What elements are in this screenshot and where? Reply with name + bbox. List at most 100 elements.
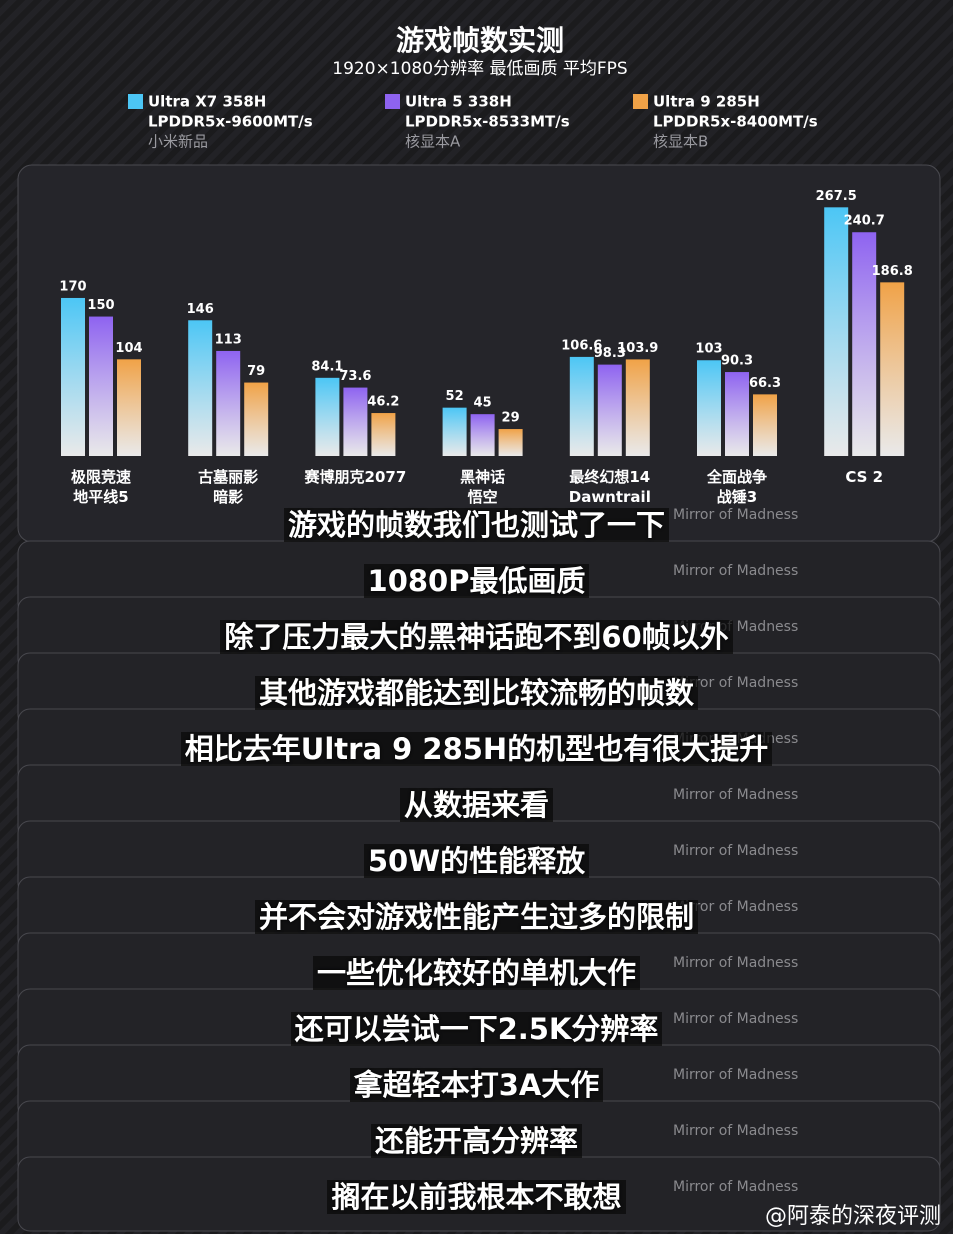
watermark: Mirror of Madness: [673, 843, 799, 859]
bar: [371, 413, 396, 456]
caption: 拿超轻本打3A大作: [0, 1062, 953, 1104]
caption: 除了压力最大的黑神话跑不到60帧以外: [0, 614, 953, 656]
caption: 相比去年Ultra 9 285H的机型也有很大提升: [0, 726, 953, 768]
value-label: 29: [502, 411, 520, 426]
watermark: Mirror of Madness: [673, 1179, 799, 1195]
caption: 还可以尝试一下2.5K分辨率: [0, 1006, 953, 1048]
caption: 搁在以前我根本不敢想: [0, 1174, 953, 1216]
bar: [442, 407, 467, 456]
caption-text: 其他游戏都能达到比较流畅的帧数: [254, 676, 698, 710]
legend-note: 核显本B: [653, 133, 708, 151]
bar: [824, 207, 849, 456]
x-tick-label: 全面战争 战锤3: [706, 468, 767, 506]
caption-text: 1080P最低画质: [363, 564, 590, 598]
caption: 还能开高分辨率: [0, 1118, 953, 1160]
legend-swatch: [385, 94, 400, 109]
bar: [61, 297, 85, 456]
value-label: 84.1: [311, 359, 343, 374]
legend-swatch: [633, 94, 648, 109]
caption-text: 一些优化较好的单机大作: [312, 956, 640, 990]
caption-text: 还可以尝试一下2.5K分辨率: [290, 1012, 663, 1046]
bar: [216, 350, 241, 456]
legend-swatch: [128, 94, 143, 109]
legend-name: Ultra 9 285H: [653, 93, 760, 111]
watermark: Mirror of Madness: [673, 955, 799, 971]
x-tick-label: 古墓丽影 暗影: [198, 468, 259, 506]
caption: 从数据来看: [0, 782, 953, 824]
caption: 1080P最低画质: [0, 558, 953, 600]
caption: 50W的性能释放: [0, 838, 953, 880]
caption-text: 拿超轻本打3A大作: [349, 1068, 604, 1102]
bar: [244, 382, 269, 456]
credit: @阿泰的深夜评测: [764, 1204, 941, 1229]
bar: [597, 364, 622, 456]
caption-text: 游戏的帧数我们也测试了一下: [283, 508, 669, 542]
legend-memory: LPDDR5x-8400MT/s: [653, 113, 818, 131]
value-label: 113: [215, 332, 242, 347]
caption-text: 还能开高分辨率: [370, 1124, 582, 1158]
bar: [880, 282, 905, 456]
bar: [725, 372, 749, 456]
bar: [315, 377, 340, 456]
bar: [697, 360, 721, 456]
legend-note: 小米新品: [148, 133, 208, 151]
watermark: Mirror of Madness: [673, 507, 799, 523]
x-tick-label: CS 2: [845, 468, 884, 486]
value-label: 45: [474, 396, 492, 411]
value-label: 240.7: [844, 214, 885, 229]
legend-note: 核显本A: [405, 133, 461, 151]
x-tick-label: 极限竞速 地平线5: [70, 468, 131, 506]
caption: 游戏的帧数我们也测试了一下: [0, 502, 953, 544]
value-label: 104: [115, 341, 142, 356]
legend-memory: LPDDR5x-8533MT/s: [405, 113, 570, 131]
bar: [89, 316, 113, 456]
bar: [753, 394, 777, 456]
bar: [343, 387, 368, 456]
caption-text: 从数据来看: [399, 788, 553, 822]
value-label: 98.3: [594, 346, 626, 361]
bar: [625, 359, 650, 456]
watermark: Mirror of Madness: [673, 1067, 799, 1083]
value-label: 146: [187, 302, 214, 317]
caption: 并不会对游戏性能产生过多的限制: [0, 894, 953, 936]
value-label: 79: [247, 364, 265, 379]
caption-text: 并不会对游戏性能产生过多的限制: [254, 900, 698, 934]
bar: [498, 429, 523, 456]
watermark: Mirror of Madness: [673, 1123, 799, 1139]
watermark: Mirror of Madness: [673, 787, 799, 803]
value-label: 103.9: [617, 341, 658, 356]
caption-text: 除了压力最大的黑神话跑不到60帧以外: [220, 620, 733, 654]
bar: [852, 232, 877, 456]
x-tick-label: 黑神话 悟空: [460, 468, 506, 506]
value-label: 186.8: [872, 264, 913, 279]
value-label: 106.6: [561, 338, 602, 353]
x-tick-label: 最终幻想14 Dawntrail: [568, 468, 651, 506]
legend-name: Ultra 5 338H: [405, 93, 512, 111]
value-label: 150: [87, 298, 114, 313]
value-label: 267.5: [816, 189, 857, 204]
caption-text: 相比去年Ultra 9 285H的机型也有很大提升: [180, 732, 773, 766]
chart-title: 游戏帧数实测: [396, 24, 564, 57]
caption: 一些优化较好的单机大作: [0, 950, 953, 992]
legend-memory: LPDDR5x-9600MT/s: [148, 113, 313, 131]
value-label: 170: [59, 279, 86, 294]
caption: 其他游戏都能达到比较流畅的帧数: [0, 670, 953, 712]
chart-subtitle: 1920×1080分辨率 最低画质 平均FPS: [332, 59, 627, 79]
watermark: Mirror of Madness: [673, 563, 799, 579]
watermark: Mirror of Madness: [673, 1011, 799, 1027]
bar: [569, 356, 594, 456]
bar: [117, 359, 141, 456]
value-label: 73.6: [339, 369, 371, 384]
value-label: 52: [446, 389, 464, 404]
x-tick-label: 赛博朋克2077: [304, 468, 407, 486]
bar: [470, 414, 495, 456]
bar: [188, 320, 213, 456]
caption-text: 50W的性能释放: [363, 844, 590, 878]
caption-text: 搁在以前我根本不敢想: [327, 1180, 626, 1214]
value-label: 103: [695, 342, 722, 357]
value-label: 66.3: [749, 376, 781, 391]
value-label: 90.3: [721, 354, 753, 369]
value-label: 46.2: [367, 395, 399, 410]
legend-name: Ultra X7 358H: [148, 93, 266, 111]
